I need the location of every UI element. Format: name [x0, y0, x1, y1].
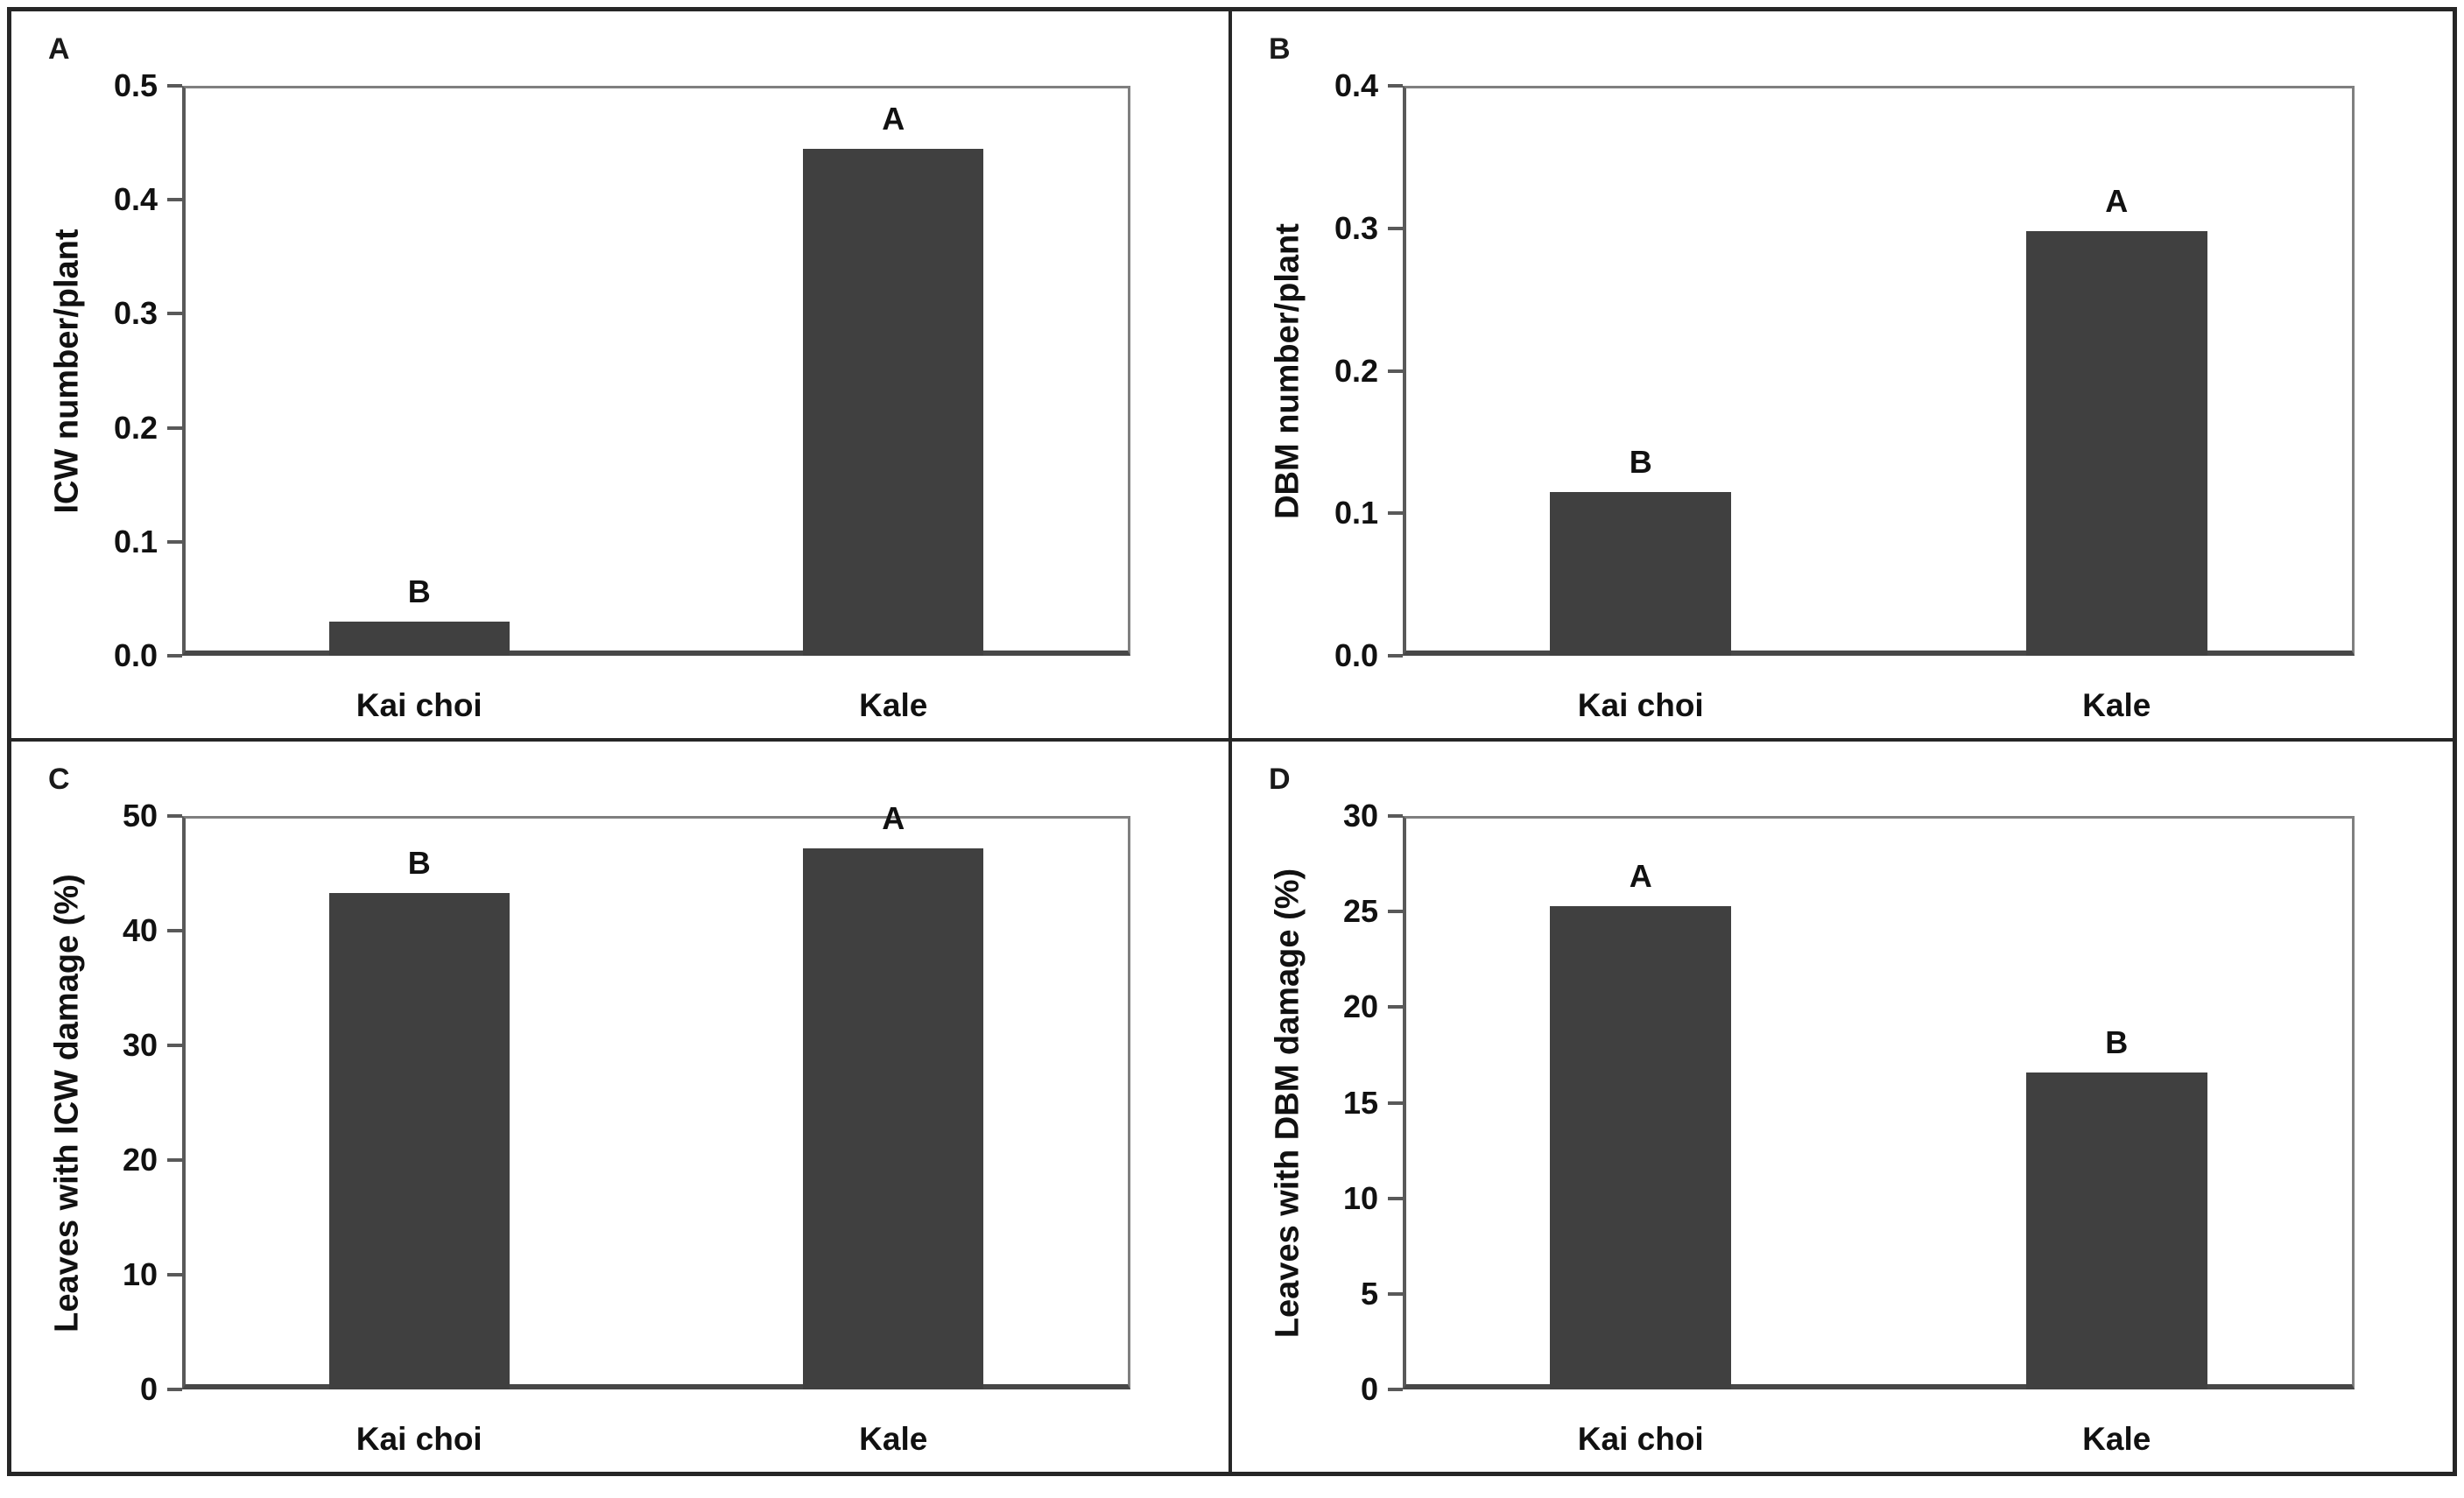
y-tick-label: 0	[139, 1371, 158, 1407]
y-tick-mark	[167, 1044, 182, 1047]
y-tick-mark	[1388, 226, 1403, 230]
y-tick-mark	[167, 929, 182, 932]
figure-panel-grid: A ICW number/plant 0.0 0.1 0.2 0.3 0.4 0.5 B Kai…	[7, 7, 2457, 1476]
bar-significance-letter: A	[1629, 857, 1652, 894]
y-tick-mark	[167, 312, 182, 316]
y-tick-mark	[167, 198, 182, 202]
y-tick-label: 0.3	[113, 295, 158, 332]
y-tick-mark	[1388, 1291, 1403, 1296]
x-axis-category-label: Kai choi	[1577, 687, 1704, 723]
bar-kai-choi	[1550, 905, 1731, 1389]
y-tick-mark	[1388, 654, 1403, 658]
panel-D: D Leaves with DBM damage (%) 0 5 10 15 20 25 30…	[1232, 742, 2453, 1472]
y-tick-mark	[167, 1388, 182, 1391]
plot-area	[182, 816, 1130, 1389]
y-tick-label: 0.1	[1334, 495, 1378, 531]
x-axis-category-label: Kai choi	[356, 687, 482, 723]
panel-letter-C: C	[48, 763, 70, 796]
y-tick-mark	[167, 654, 182, 658]
panel-letter-B: B	[1269, 32, 1291, 66]
bar-kai-choi	[328, 621, 510, 656]
plot-area	[182, 86, 1130, 656]
bar-significance-letter: A	[882, 100, 905, 137]
y-tick-label: 10	[1342, 1179, 1378, 1216]
y-tick-label: 25	[1342, 893, 1378, 930]
y-tick-label: 10	[122, 1256, 158, 1292]
y-tick-label: 40	[122, 912, 158, 948]
y-tick-label: 30	[122, 1027, 158, 1063]
bar-significance-letter: A	[882, 799, 905, 836]
bar-significance-letter: A	[2105, 183, 2129, 219]
y-tick-label: 0	[1360, 1371, 1378, 1407]
y-tick-label: 0.2	[1334, 352, 1378, 389]
bar-significance-letter: B	[407, 573, 431, 609]
bar-chart-leaves-dbm-damage: Leaves with DBM damage (%) 0 5 10 15 20 25 30 A K…	[1232, 742, 2453, 1472]
y-tick-mark	[1388, 1101, 1403, 1105]
bar-kai-choi	[1550, 491, 1731, 656]
y-tick-label: 0.2	[113, 409, 158, 446]
y-tick-mark	[1388, 511, 1403, 516]
y-tick-label: 30	[1342, 798, 1378, 833]
x-axis-category-label: Kale	[859, 687, 928, 723]
panel-letter-A: A	[48, 32, 70, 66]
bar-significance-letter: B	[407, 844, 431, 881]
y-tick-mark	[1388, 84, 1403, 88]
bar-kale	[2025, 231, 2207, 656]
y-axis-title: ICW number/plant	[48, 228, 86, 514]
y-tick-label: 20	[1342, 988, 1378, 1025]
y-tick-label: 5	[1360, 1275, 1378, 1312]
plot-area	[1403, 816, 2355, 1389]
y-tick-label: 0.1	[113, 523, 158, 559]
y-tick-label: 0.5	[113, 67, 158, 103]
bar-significance-letter: B	[1629, 443, 1652, 480]
y-tick-mark	[167, 425, 182, 430]
y-tick-mark	[167, 539, 182, 544]
bar-kai-choi	[328, 892, 510, 1389]
x-axis-category-label: Kai choi	[1577, 1421, 1704, 1457]
y-tick-mark	[167, 1158, 182, 1162]
y-tick-label: 0.4	[1334, 67, 1378, 103]
y-tick-label: 0.0	[113, 637, 158, 673]
bar-significance-letter: B	[2105, 1023, 2129, 1060]
bar-chart-icw-number-per-plant: ICW number/plant 0.0 0.1 0.2 0.3 0.4 0.5 B Kai c…	[11, 11, 1228, 738]
x-axis-category-label: Kale	[2082, 687, 2151, 723]
bar-chart-dbm-number-per-plant: DBM number/plant 0.0 0.1 0.2 0.3 0.4 B Kai choi…	[1232, 11, 2453, 738]
y-tick-mark	[1388, 1005, 1403, 1009]
y-tick-label: 0.0	[1334, 637, 1378, 673]
plot-area	[1403, 86, 2355, 656]
x-axis-category-label: Kai choi	[356, 1421, 482, 1457]
y-tick-label: 20	[122, 1142, 158, 1178]
y-tick-mark	[167, 84, 182, 88]
bar-chart-leaves-icw-damage: Leaves with ICW damage (%) 0 10 20 30 40 50 B Ka…	[11, 742, 1228, 1472]
y-tick-mark	[1388, 1196, 1403, 1200]
y-tick-mark	[1388, 814, 1403, 818]
bar-kale	[803, 148, 984, 656]
bar-kale	[2025, 1072, 2207, 1389]
y-tick-mark	[167, 814, 182, 818]
panel-A: A ICW number/plant 0.0 0.1 0.2 0.3 0.4 0.5 B Kai…	[11, 11, 1232, 742]
y-tick-mark	[1388, 1388, 1403, 1391]
y-tick-label: 0.3	[1334, 209, 1378, 246]
y-tick-mark	[1388, 369, 1403, 373]
x-axis-category-label: Kale	[2082, 1421, 2151, 1457]
y-tick-label: 0.4	[113, 181, 158, 218]
y-tick-mark	[1388, 910, 1403, 914]
bar-kale	[803, 847, 984, 1389]
panel-C: C Leaves with ICW damage (%) 0 10 20 30 40 50 B…	[11, 742, 1232, 1472]
y-tick-mark	[167, 1273, 182, 1276]
panel-B: B DBM number/plant 0.0 0.1 0.2 0.3 0.4 B Kai ch…	[1232, 11, 2453, 742]
y-tick-label: 50	[122, 798, 158, 833]
panel-letter-D: D	[1269, 763, 1291, 796]
x-axis-category-label: Kale	[859, 1421, 928, 1457]
y-tick-label: 15	[1342, 1084, 1378, 1121]
